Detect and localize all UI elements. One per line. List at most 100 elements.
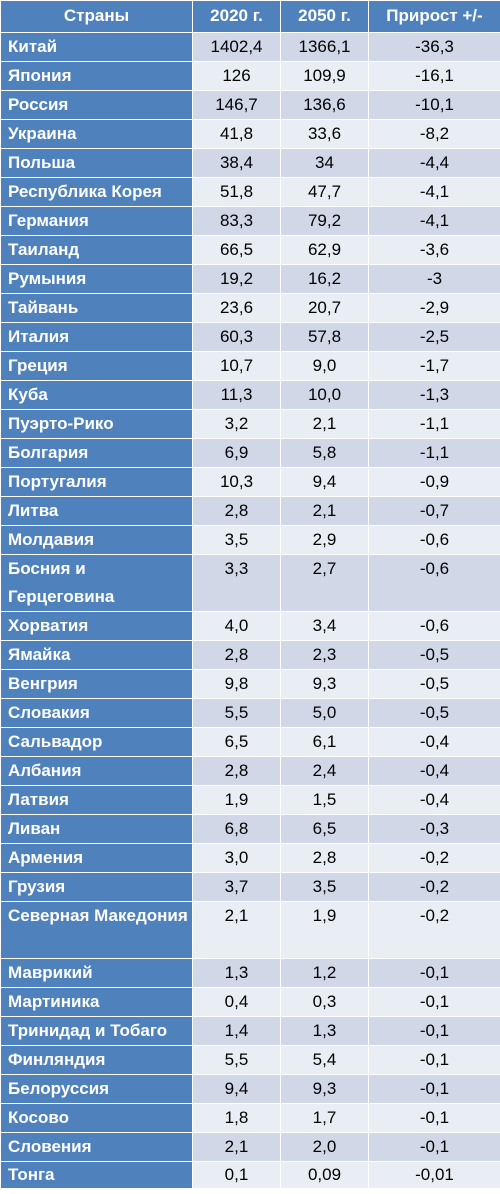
table-row: Румыния 19,2 16,2 -3 (0, 264, 500, 294)
table-row: Украина 41,8 33,6 -8,2 (0, 119, 500, 149)
delta-cell: -0,5 (368, 640, 500, 670)
value-2050-cell: 9,3 (280, 1074, 369, 1104)
value-2020-cell: 1,3 (192, 958, 281, 988)
delta-cell: -1,1 (368, 438, 500, 468)
value-2050-cell: 47,7 (280, 177, 369, 207)
country-cell: Венгрия (0, 669, 193, 699)
value-2050-cell: 57,8 (280, 322, 369, 352)
value-2050-cell: 1,5 (280, 785, 369, 815)
delta-cell: -0,1 (368, 958, 500, 988)
country-cell: Португалия (0, 467, 193, 497)
value-2050-cell: 2,1 (280, 496, 369, 526)
country-cell: Белоруссия (0, 1074, 193, 1104)
table-body: Китай 1402,4 1366,1 -36,3 Япония 126 109,9 -16,… (0, 32, 500, 1189)
delta-cell: -0,9 (368, 467, 500, 497)
table-header: Страны 2020 г. 2050 г. Прирост +/- (0, 0, 500, 33)
delta-cell: -0,1 (368, 1016, 500, 1046)
delta-cell: -0,2 (368, 872, 500, 902)
delta-cell: -4,1 (368, 206, 500, 236)
country-cell: Ливан (0, 814, 193, 844)
value-2020-cell: 3,2 (192, 409, 281, 439)
table-row: Молдавия 3,5 2,9 -0,6 (0, 525, 500, 555)
delta-cell: -0,1 (368, 1103, 500, 1133)
value-2020-cell: 0,4 (192, 987, 281, 1017)
table-row: Сальвадор 6,5 6,1 -0,4 (0, 727, 500, 757)
value-2020-cell: 146,7 (192, 90, 281, 120)
country-cell: Финляндия (0, 1045, 193, 1075)
value-2050-cell: 0,3 (280, 987, 369, 1017)
country-cell: Босния и Герцеговина (0, 554, 193, 612)
value-2050-cell: 2,9 (280, 525, 369, 555)
value-2050-cell: 6,5 (280, 814, 369, 844)
country-cell: Латвия (0, 785, 193, 815)
value-2020-cell: 3,3 (192, 554, 281, 612)
country-cell: Болгария (0, 438, 193, 468)
value-2020-cell: 83,3 (192, 206, 281, 236)
value-2020-cell: 1,8 (192, 1103, 281, 1133)
delta-cell: -0,3 (368, 814, 500, 844)
country-cell: Ямайка (0, 640, 193, 670)
table-row: Албания 2,8 2,4 -0,4 (0, 756, 500, 786)
delta-cell: -0,4 (368, 785, 500, 815)
value-2050-cell: 2,3 (280, 640, 369, 670)
delta-cell: -0,01 (368, 1161, 500, 1189)
delta-cell: -3 (368, 264, 500, 294)
value-2050-cell: 2,7 (280, 554, 369, 612)
value-2050-cell: 5,8 (280, 438, 369, 468)
value-2020-cell: 6,5 (192, 727, 281, 757)
value-2020-cell: 9,8 (192, 669, 281, 699)
country-cell: Тринидад и Тобаго (0, 1016, 193, 1046)
country-cell: Таиланд (0, 235, 193, 265)
value-2020-cell: 5,5 (192, 1045, 281, 1075)
table-row: Греция 10,7 9,0 -1,7 (0, 351, 500, 381)
delta-cell: -36,3 (368, 32, 500, 62)
table-row: Мартиника 0,4 0,3 -0,1 (0, 987, 500, 1017)
delta-cell: -16,1 (368, 61, 500, 91)
delta-cell: -1,1 (368, 409, 500, 439)
value-2050-cell: 3,5 (280, 872, 369, 902)
delta-cell: -0,1 (368, 1132, 500, 1162)
value-2050-cell: 9,0 (280, 351, 369, 381)
value-2020-cell: 9,4 (192, 1074, 281, 1104)
country-cell: Пуэрто-Рико (0, 409, 193, 439)
country-cell: Косово (0, 1103, 193, 1133)
table-row: Словения 2,1 2,0 -0,1 (0, 1132, 500, 1162)
table-row: Китай 1402,4 1366,1 -36,3 (0, 32, 500, 62)
value-2050-cell: 10,0 (280, 380, 369, 410)
value-2020-cell: 2,8 (192, 496, 281, 526)
value-2050-cell: 2,4 (280, 756, 369, 786)
table-row: Япония 126 109,9 -16,1 (0, 61, 500, 91)
country-cell: Германия (0, 206, 193, 236)
value-2050-cell: 3,4 (280, 611, 369, 641)
table-row: Косово 1,8 1,7 -0,1 (0, 1103, 500, 1133)
value-2050-cell: 136,6 (280, 90, 369, 120)
country-cell: Украина (0, 119, 193, 149)
table-row: Германия 83,3 79,2 -4,1 (0, 206, 500, 236)
value-2050-cell: 0,09 (280, 1161, 369, 1189)
delta-cell: -0,6 (368, 554, 500, 612)
delta-cell: -0,7 (368, 496, 500, 526)
value-2050-cell: 1,7 (280, 1103, 369, 1133)
country-cell: Армения (0, 843, 193, 873)
table-row: Ямайка 2,8 2,3 -0,5 (0, 640, 500, 670)
delta-cell: -0,4 (368, 756, 500, 786)
value-2020-cell: 6,9 (192, 438, 281, 468)
value-2020-cell: 60,3 (192, 322, 281, 352)
country-cell: Россия (0, 90, 193, 120)
value-2050-cell: 1,9 (280, 901, 369, 959)
country-cell: Грузия (0, 872, 193, 902)
value-2020-cell: 6,8 (192, 814, 281, 844)
table-row: Литва 2,8 2,1 -0,7 (0, 496, 500, 526)
country-cell: Сальвадор (0, 727, 193, 757)
value-2050-cell: 2,1 (280, 409, 369, 439)
delta-cell: -0,1 (368, 1074, 500, 1104)
delta-cell: -1,3 (368, 380, 500, 410)
value-2020-cell: 10,3 (192, 467, 281, 497)
table-row: Польша 38,4 34 -4,4 (0, 148, 500, 178)
value-2050-cell: 34 (280, 148, 369, 178)
value-2020-cell: 23,6 (192, 293, 281, 323)
country-cell: Китай (0, 32, 193, 62)
delta-cell: -0,2 (368, 901, 500, 959)
